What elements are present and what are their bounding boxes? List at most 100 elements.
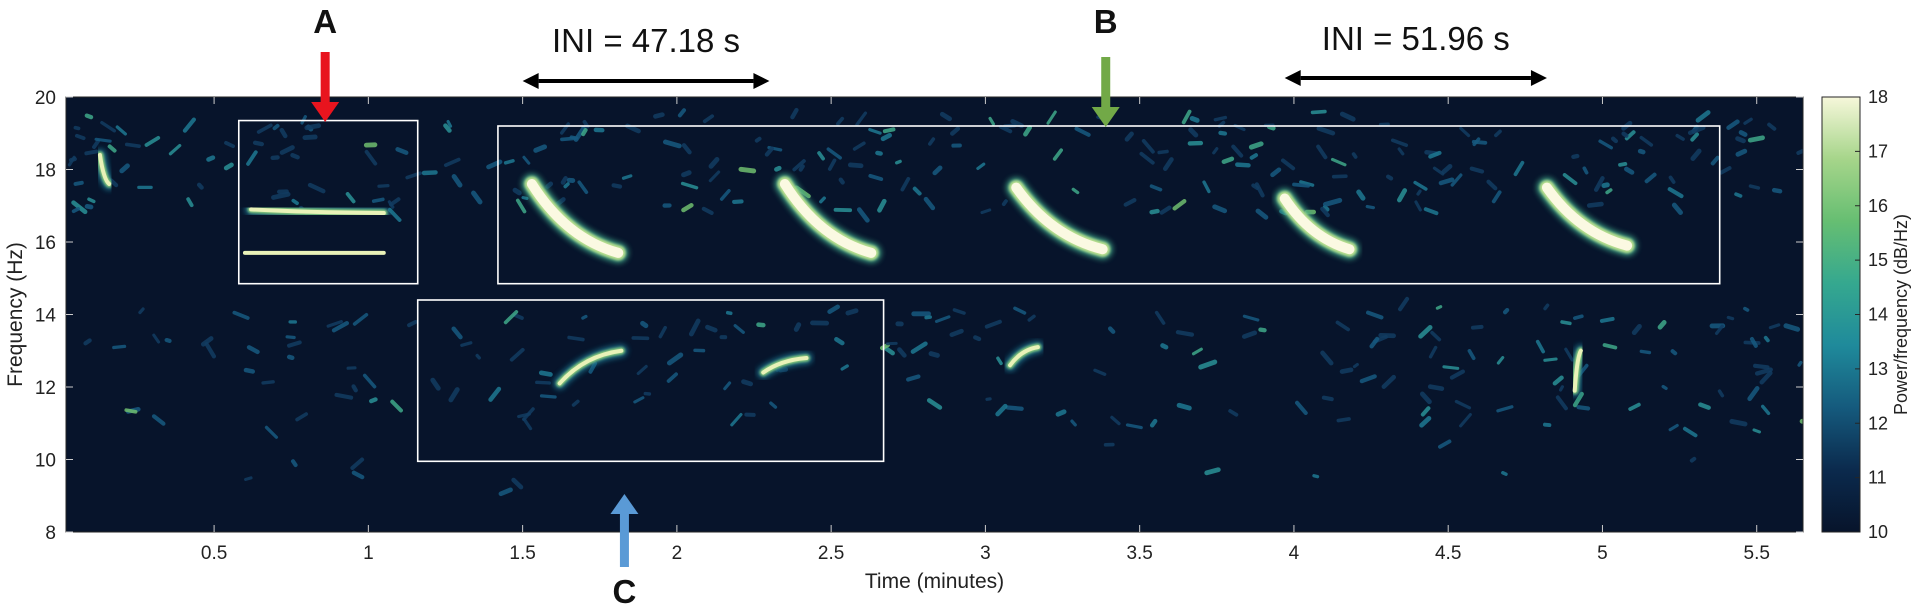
noise-speck bbox=[738, 166, 757, 174]
noise-speck bbox=[640, 320, 649, 329]
noise-speck bbox=[875, 150, 883, 156]
noise-speck bbox=[778, 367, 789, 373]
noise-speck bbox=[443, 157, 461, 168]
noise-speck bbox=[290, 459, 298, 468]
noise-speck bbox=[1074, 126, 1091, 137]
noise-speck bbox=[934, 315, 951, 323]
noise-speck bbox=[1381, 374, 1397, 389]
noise-speck bbox=[636, 364, 648, 376]
noise-speck bbox=[279, 145, 295, 155]
noise-speck bbox=[1310, 109, 1327, 115]
noise-speck bbox=[1163, 157, 1174, 171]
noise-speck bbox=[677, 108, 687, 118]
colorbar: 10 11 12 13 14 15 16 17 18 bbox=[1821, 87, 1888, 542]
noise-speck bbox=[1198, 359, 1218, 370]
noise-speck bbox=[112, 344, 127, 350]
noise-speck bbox=[1335, 320, 1350, 332]
noise-speck bbox=[1428, 345, 1438, 359]
noise-speck bbox=[290, 152, 300, 160]
noise-speck bbox=[261, 380, 275, 385]
colorbar-tick-label: 10 bbox=[1868, 522, 1888, 542]
noise-speck bbox=[923, 196, 936, 211]
noise-speck bbox=[1149, 208, 1160, 215]
noise-speck bbox=[71, 200, 88, 215]
noise-speck bbox=[421, 170, 438, 176]
noise-speck bbox=[1366, 310, 1384, 320]
noise-speck bbox=[877, 198, 887, 213]
noise-speck bbox=[1258, 327, 1267, 333]
noise-speck bbox=[1749, 336, 1758, 348]
noise-speck bbox=[847, 162, 864, 169]
noise-speck bbox=[1698, 402, 1711, 410]
noise-speck bbox=[1316, 144, 1328, 160]
noise-speck bbox=[798, 164, 805, 172]
noise-speck bbox=[741, 379, 753, 387]
noise-speck bbox=[1624, 166, 1635, 175]
noise-speck bbox=[272, 123, 280, 131]
noise-speck bbox=[471, 190, 483, 205]
noise-speck bbox=[573, 125, 586, 142]
noise-speck bbox=[539, 394, 557, 399]
noise-speck bbox=[1501, 471, 1508, 476]
noise-speck bbox=[939, 111, 952, 122]
noise-speck bbox=[1010, 118, 1025, 129]
noise-speck bbox=[224, 140, 235, 149]
noise-speck bbox=[345, 192, 356, 204]
noise-speck bbox=[83, 338, 92, 346]
noise-speck bbox=[1139, 151, 1155, 165]
noise-speck bbox=[1212, 204, 1228, 214]
noise-speck bbox=[94, 137, 112, 143]
noise-speck bbox=[723, 381, 732, 391]
noise-speck bbox=[906, 374, 921, 382]
noise-speck bbox=[1428, 150, 1442, 159]
noise-speck bbox=[1710, 155, 1720, 166]
noise-speck bbox=[1743, 117, 1753, 125]
noise-speck bbox=[845, 308, 859, 316]
noise-speck bbox=[1093, 368, 1107, 376]
noise-speck bbox=[928, 351, 940, 358]
noise-speck bbox=[1494, 129, 1502, 138]
noise-speck bbox=[1752, 428, 1761, 434]
noise-speck bbox=[1176, 402, 1192, 411]
noise-speck bbox=[1442, 365, 1460, 370]
noise-speck bbox=[1191, 347, 1203, 356]
noise-speck bbox=[107, 144, 117, 153]
noise-speck bbox=[1558, 385, 1564, 392]
noise-speck bbox=[868, 127, 882, 135]
noise-speck bbox=[1418, 325, 1433, 339]
noise-speck bbox=[545, 181, 554, 189]
noise-speck bbox=[1768, 323, 1781, 330]
noise-speck bbox=[1738, 130, 1748, 137]
noise-speck bbox=[1181, 109, 1192, 125]
x-tick-label: 5 bbox=[1597, 543, 1608, 564]
noise-speck bbox=[286, 354, 295, 361]
noise-speck bbox=[1564, 347, 1574, 362]
noise-speck bbox=[264, 425, 279, 439]
noise-speck bbox=[1218, 130, 1228, 136]
noise-speck bbox=[563, 182, 570, 189]
noise-speck bbox=[681, 170, 692, 178]
noise-speck bbox=[443, 123, 452, 133]
noise-speck bbox=[834, 337, 845, 346]
noise-speck bbox=[1459, 413, 1472, 428]
y-tick-label: 18 bbox=[35, 161, 56, 182]
call-strong-2 bbox=[1006, 177, 1113, 260]
call-medium-4 bbox=[1004, 341, 1044, 372]
call-medium-5 bbox=[1568, 344, 1587, 397]
ini-arrow-1 bbox=[522, 73, 770, 89]
noise-speck bbox=[475, 353, 481, 360]
call-strong-4 bbox=[1536, 177, 1638, 256]
noise-speck bbox=[1202, 180, 1211, 194]
noise-speck bbox=[560, 136, 577, 142]
box-a bbox=[237, 119, 419, 285]
noise-speck bbox=[1719, 166, 1732, 175]
noise-speck bbox=[1419, 391, 1432, 405]
noise-speck bbox=[1430, 330, 1442, 342]
noise-speck bbox=[1398, 296, 1410, 312]
noise-speck bbox=[1270, 167, 1282, 178]
noise-speck bbox=[1763, 335, 1770, 343]
noise-speck bbox=[1242, 314, 1260, 322]
noise-speck bbox=[1628, 402, 1641, 411]
noise-speck bbox=[1292, 182, 1311, 188]
